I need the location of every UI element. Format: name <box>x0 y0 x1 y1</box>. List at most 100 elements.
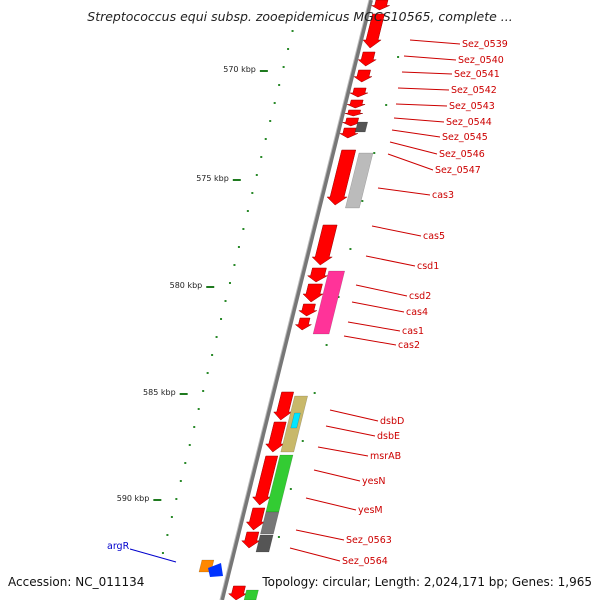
gene-label[interactable]: dsbE <box>377 431 400 442</box>
cds-arrow <box>294 317 313 331</box>
cds-arrow <box>265 421 287 453</box>
gene-label[interactable]: yesM <box>358 505 383 516</box>
gene-label[interactable]: Sez_0544 <box>446 117 492 128</box>
label-leader <box>389 141 438 155</box>
label-leader <box>391 129 441 138</box>
tick-dot <box>337 296 340 298</box>
gene-label[interactable]: Sez_0543 <box>449 101 495 112</box>
scale-label: 575 kbp <box>196 174 229 183</box>
label-leader <box>343 335 397 346</box>
cds-arrow <box>245 507 266 531</box>
gene-label-argr[interactable]: argR <box>107 541 130 552</box>
label-leader <box>351 301 405 313</box>
tick-dot <box>255 174 258 176</box>
gene-label[interactable]: Sez_0564 <box>342 556 388 567</box>
label-leader <box>347 321 401 332</box>
gene-label[interactable]: Sez_0547 <box>435 165 481 176</box>
tick-dot <box>211 354 214 356</box>
gene-label[interactable]: cas3 <box>432 190 454 201</box>
label-leader <box>129 548 177 563</box>
tick-dot <box>170 516 173 518</box>
cds-arrow <box>241 531 261 549</box>
label-leader <box>295 529 345 541</box>
label-leader <box>409 39 461 45</box>
cds-arrow <box>227 585 248 600</box>
tick-dot <box>397 56 400 58</box>
gene-label[interactable]: csd2 <box>409 291 431 302</box>
label-leader <box>377 187 431 196</box>
feature-block <box>243 589 259 600</box>
gene-label[interactable]: cas2 <box>398 340 420 351</box>
tick-dot <box>325 344 328 346</box>
tick-dot <box>179 480 182 482</box>
tick-dot <box>237 246 240 248</box>
tick-dot <box>373 152 376 154</box>
feature-block <box>345 152 374 209</box>
tick-dot <box>277 536 280 538</box>
scale-label: 580 kbp <box>170 281 203 290</box>
tick-dot <box>233 264 236 266</box>
feature-block <box>255 534 274 553</box>
cds-arrow <box>252 455 279 506</box>
cds-arrow <box>344 109 363 117</box>
cds-arrow <box>311 224 338 266</box>
feature-block <box>290 412 301 429</box>
tick-dot <box>188 444 191 446</box>
gene-label[interactable]: yesN <box>362 476 386 487</box>
genome-summary: Topology: circular; Length: 2,024,171 bp… <box>262 575 592 589</box>
tick-dot <box>361 200 364 202</box>
cds-arrow <box>298 303 317 317</box>
tick-dot <box>291 30 294 32</box>
tick-dot <box>264 138 267 140</box>
tick-dot <box>260 156 263 158</box>
tick-dot <box>161 552 164 554</box>
tick-dots <box>161 30 400 554</box>
gene-label[interactable]: Sez_0541 <box>454 69 500 80</box>
gene-label[interactable]: msrAB <box>370 451 401 462</box>
label-leader <box>325 425 376 437</box>
scale-label: 570 kbp <box>223 65 256 74</box>
gene-label[interactable]: Sez_0540 <box>458 55 504 66</box>
label-leader <box>313 469 361 482</box>
map-title: Streptococcus equi subsp. zooepidemicus … <box>87 9 513 24</box>
tick-dot <box>206 372 209 374</box>
tick-dot <box>251 192 254 194</box>
feature-block <box>260 511 280 535</box>
gene-label[interactable]: Sez_0545 <box>442 132 488 143</box>
tick-dot <box>301 440 304 442</box>
tick-dot <box>282 66 285 68</box>
gene-label[interactable]: cas1 <box>402 326 424 337</box>
scale-label: 590 kbp <box>117 494 150 503</box>
scale-label: 585 kbp <box>143 388 176 397</box>
gene-label[interactable]: Sez_0542 <box>451 85 497 96</box>
label-leader <box>305 497 357 511</box>
label-leader <box>289 547 341 562</box>
tick-dot <box>385 104 388 106</box>
gene-label[interactable]: csd1 <box>417 261 439 272</box>
tick-dot <box>278 84 281 86</box>
label-leader <box>355 284 408 297</box>
cds-arrow <box>370 0 390 11</box>
tick-dot <box>269 120 272 122</box>
feature-block <box>354 121 369 133</box>
tick-dot <box>220 318 223 320</box>
tick-dot <box>246 210 249 212</box>
gene-label[interactable]: Sez_0539 <box>462 39 508 50</box>
gene-label[interactable]: dsbD <box>380 416 404 427</box>
tick-dot <box>273 102 276 104</box>
tick-dot <box>197 408 200 410</box>
tick-dot <box>289 488 292 490</box>
gene-label[interactable]: Sez_0546 <box>439 149 485 160</box>
gene-label[interactable]: cas5 <box>423 231 445 242</box>
gene-label[interactable]: Sez_0563 <box>346 535 392 546</box>
accession-text: Accession: NC_011134 <box>8 575 145 589</box>
gene-labels[interactable]: Sez_0539 Sez_0540 Sez_0541 Sez_0542 Sez_0543… <box>107 39 508 567</box>
tick-dot <box>242 228 245 230</box>
gene-label[interactable]: cas4 <box>406 307 428 318</box>
tick-dot <box>228 282 231 284</box>
feature-track <box>198 0 390 600</box>
tick-dot <box>313 392 316 394</box>
cds-arrow <box>353 69 373 83</box>
backbone-axis <box>219 0 373 600</box>
